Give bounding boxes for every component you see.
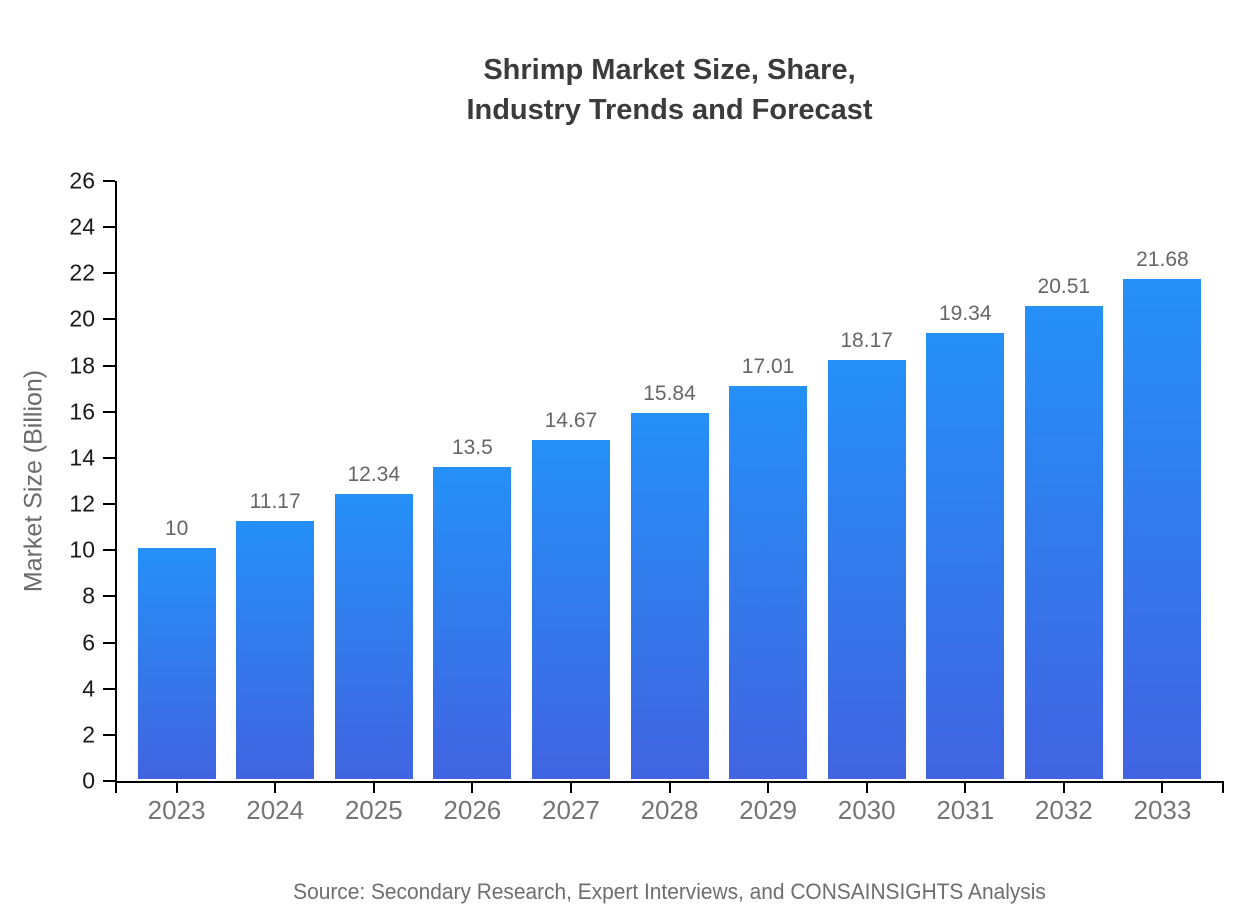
- x-tick: [1062, 783, 1065, 793]
- y-tick-label: 12: [69, 490, 95, 517]
- bar: [334, 494, 413, 779]
- bar-value-label: 20.51: [1037, 274, 1091, 298]
- y-tick-label: 6: [82, 629, 95, 656]
- x-tick-label: 2033: [1133, 795, 1192, 825]
- bar-value-label: 14.67: [544, 409, 598, 433]
- chart-title-line2: Industry Trends and Forecast: [466, 94, 873, 126]
- x-tick: [964, 783, 967, 793]
- x-tick: [865, 783, 868, 793]
- y-tick: [103, 687, 115, 690]
- y-tick: [103, 641, 115, 644]
- x-tick: [372, 783, 375, 793]
- bar: [630, 413, 709, 779]
- x-tick-label: 2023: [147, 795, 206, 825]
- y-tick-label: 4: [82, 675, 95, 702]
- y-tick-label: 26: [69, 167, 95, 194]
- y-tick: [103, 503, 115, 506]
- x-tick-label: 2028: [640, 795, 699, 825]
- bar-value-label: 21.68: [1136, 247, 1189, 271]
- bar: [1123, 278, 1202, 779]
- x-tick: [274, 783, 277, 793]
- y-tick-label: 8: [82, 582, 95, 609]
- x-tick: [471, 783, 474, 793]
- bar: [729, 386, 808, 779]
- bar-value-label: 18.17: [840, 328, 893, 352]
- bar: [926, 332, 1005, 779]
- y-tick-label: 18: [69, 352, 95, 379]
- x-tick-label: 2029: [739, 795, 797, 825]
- bar: [531, 440, 610, 779]
- x-tick-label: 2026: [443, 795, 502, 825]
- x-tick-label: 2032: [1034, 795, 1093, 825]
- y-tick: [103, 456, 115, 459]
- y-tick-label: 24: [69, 213, 95, 240]
- x-tick: [668, 783, 671, 793]
- x-axis-end-tick: [1222, 781, 1224, 793]
- x-tick-label: 2027: [541, 795, 600, 825]
- y-tick: [103, 733, 115, 736]
- x-tick: [767, 783, 770, 793]
- bar-value-label: 13.5: [451, 436, 493, 460]
- bar: [827, 359, 906, 779]
- bar-value-label: 10: [164, 517, 189, 541]
- x-tick-label: 2024: [246, 795, 305, 825]
- y-tick: [103, 318, 115, 321]
- x-tick: [175, 783, 178, 793]
- chart-title: Shrimp Market Size, Share, Industry Tren…: [117, 50, 1222, 130]
- bar: [433, 467, 512, 779]
- y-tick: [103, 364, 115, 367]
- source-note: Source: Secondary Research, Expert Inter…: [293, 879, 1046, 904]
- y-tick-label: 0: [82, 767, 95, 794]
- bar: [236, 521, 315, 779]
- y-tick: [103, 595, 115, 598]
- x-tick-label: 2030: [837, 795, 896, 825]
- y-tick-label: 22: [69, 259, 95, 286]
- bar-value-label: 19.34: [938, 301, 992, 325]
- x-tick: [569, 783, 572, 793]
- y-tick-label: 20: [69, 305, 95, 332]
- x-axis-line: [115, 781, 1224, 783]
- y-tick: [103, 272, 115, 275]
- y-tick-label: 14: [69, 444, 95, 471]
- y-axis-line: [115, 181, 117, 793]
- y-tick: [103, 410, 115, 413]
- y-tick: [103, 180, 115, 182]
- y-tick: [103, 780, 115, 782]
- y-tick: [103, 549, 115, 552]
- chart-title-line1: Shrimp Market Size, Share,: [483, 54, 856, 86]
- y-tick-label: 16: [69, 398, 95, 425]
- bar-value-label: 17.01: [741, 355, 795, 379]
- y-tick: [103, 226, 115, 229]
- x-tick-label: 2025: [344, 795, 403, 825]
- y-tick-label: 10: [69, 536, 95, 563]
- bar-value-label: 12.34: [347, 463, 401, 487]
- bar: [137, 548, 216, 779]
- plot-area: 0 2 4 6 8 10 12 14 16 18 20 22 24 26 10 2023 11.17 2024 12…: [69, 168, 1224, 825]
- bar: [1024, 305, 1103, 779]
- y-tick-label: 2: [82, 721, 95, 748]
- bar-value-label: 11.17: [249, 490, 301, 514]
- bar-value-label: 15.84: [643, 382, 696, 406]
- x-tick: [1161, 783, 1164, 793]
- x-tick-label: 2031: [936, 795, 995, 825]
